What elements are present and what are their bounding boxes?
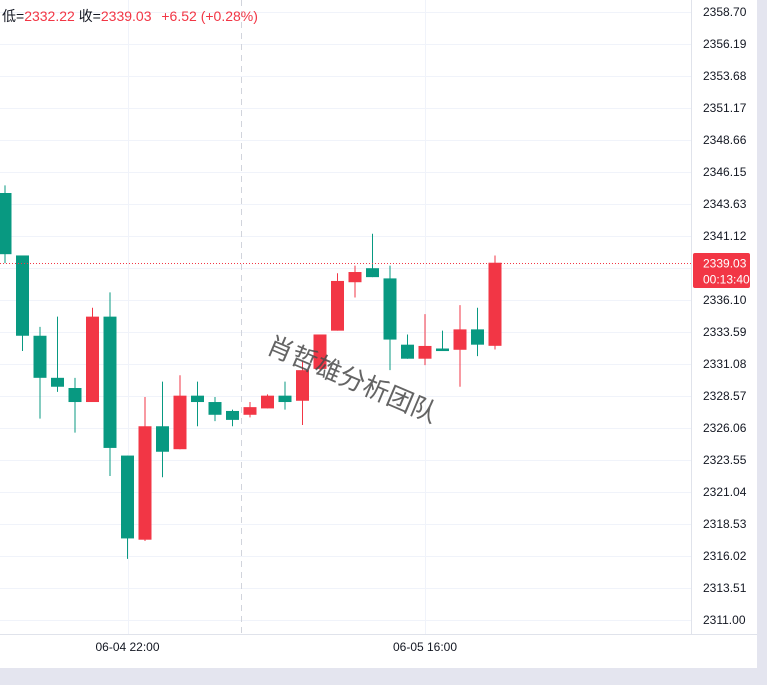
last-price-tag-background xyxy=(693,253,750,288)
candle-body xyxy=(313,334,327,369)
price-axis-tick-label: 2353.68 xyxy=(703,69,747,83)
change-value: +6.52 (+0.28%) xyxy=(161,8,258,24)
candle[interactable] xyxy=(68,377,82,433)
candle[interactable] xyxy=(418,314,432,366)
price-axis-tick-label: 2311.00 xyxy=(703,613,746,627)
candle[interactable] xyxy=(51,316,64,392)
price-axis-tick-label: 2346.15 xyxy=(703,165,747,179)
candle-body xyxy=(453,329,467,350)
candle-body xyxy=(383,278,397,340)
price-axis-tick-label: 2316.02 xyxy=(703,549,747,563)
candle[interactable] xyxy=(0,185,12,264)
candlestick-chart[interactable]: 肖哲雄分析团队 2358.70 2356.19 2353.68 2351.17 2348… xyxy=(0,0,757,668)
price-axis-tick-label: 2351.17 xyxy=(703,101,747,115)
candle-body xyxy=(401,344,414,359)
low-value: 2332.22 xyxy=(24,8,75,24)
candle-body xyxy=(86,316,99,403)
watermark-text: 肖哲雄分析团队 xyxy=(262,331,441,430)
time-axis[interactable]: 06-04 22:00 06-05 16:00 xyxy=(0,634,757,655)
price-axis-tick-label: 2336.10 xyxy=(703,293,747,307)
price-axis-tick-label: 2323.55 xyxy=(703,453,747,467)
candle[interactable] xyxy=(331,273,344,331)
price-axis-tick-label: 2348.66 xyxy=(703,133,747,147)
candle[interactable] xyxy=(261,394,274,409)
time-axis-tick-label: 06-05 16:00 xyxy=(393,640,457,654)
candle[interactable] xyxy=(156,381,169,478)
price-axis-tick-label: 2333.59 xyxy=(703,325,747,339)
candle[interactable] xyxy=(488,255,502,350)
low-label: 低= xyxy=(2,8,25,24)
candle-body xyxy=(0,192,12,255)
candle-body xyxy=(138,426,152,540)
candle[interactable] xyxy=(278,381,292,410)
candle-body xyxy=(156,426,169,452)
last-price-value: 2339.03 xyxy=(703,257,747,271)
close-value: 2339.03 xyxy=(100,8,152,24)
candle[interactable] xyxy=(16,255,29,352)
candle[interactable] xyxy=(86,307,99,403)
candle[interactable] xyxy=(33,326,47,419)
candle[interactable] xyxy=(173,375,187,450)
candle-body xyxy=(436,348,449,352)
candle-body xyxy=(278,395,292,403)
candle[interactable] xyxy=(121,455,134,559)
price-axis-tick-label: 2341.12 xyxy=(703,229,747,243)
price-axis-tick-label: 2331.08 xyxy=(703,357,747,371)
candle[interactable] xyxy=(226,409,239,427)
price-axis-tick-label: 2313.51 xyxy=(703,581,747,595)
candle-body xyxy=(418,345,432,359)
candle-body xyxy=(488,262,502,346)
candle[interactable] xyxy=(366,233,379,278)
close-label: 收= xyxy=(78,8,101,24)
candle[interactable] xyxy=(383,265,397,371)
time-axis-tick-label: 06-04 22:00 xyxy=(95,640,159,654)
candle[interactable] xyxy=(401,334,414,359)
price-axis-tick-label: 2356.19 xyxy=(703,37,747,51)
candle-body xyxy=(261,395,274,409)
candle[interactable] xyxy=(471,307,484,357)
chart-area[interactable]: 肖哲雄分析团队 2358.70 2356.19 2353.68 2351.17 2348… xyxy=(0,0,757,668)
candle[interactable] xyxy=(296,361,309,425)
candle-body xyxy=(121,455,134,539)
candle[interactable] xyxy=(436,330,449,352)
candle-body xyxy=(51,377,64,387)
candle[interactable] xyxy=(348,265,362,298)
candle-body xyxy=(16,255,29,336)
ohlc-legend: 低=2332.22 收=2339.03 +6.52 (+0.28%) xyxy=(2,6,258,26)
candle-body xyxy=(348,272,362,283)
candle-body xyxy=(33,335,47,378)
price-axis-tick-label: 2358.70 xyxy=(703,5,747,19)
candle[interactable] xyxy=(243,402,257,418)
candle-body xyxy=(226,410,239,420)
candle[interactable] xyxy=(313,334,327,371)
last-price-tag: 2339.03 00:13:40 xyxy=(693,253,750,288)
price-axis-tick-label: 2321.04 xyxy=(703,485,747,499)
candle-body xyxy=(173,395,187,450)
candle-body xyxy=(296,370,309,401)
candle[interactable] xyxy=(138,396,152,541)
candle-body xyxy=(68,388,82,403)
candle-body xyxy=(331,280,344,331)
candle[interactable] xyxy=(453,305,467,387)
candle[interactable] xyxy=(103,292,117,476)
candle[interactable] xyxy=(208,396,222,422)
price-axis-tick-label: 2343.63 xyxy=(703,197,747,211)
candle-body xyxy=(471,329,484,345)
bar-countdown: 00:13:40 xyxy=(703,273,750,287)
candles[interactable] xyxy=(0,185,502,559)
price-axis-tick-label: 2326.06 xyxy=(703,421,747,435)
candle-body xyxy=(103,316,117,448)
price-axis[interactable]: 2358.70 2356.19 2353.68 2351.17 2348.66 2346.… xyxy=(691,0,747,634)
candle-body xyxy=(208,402,222,415)
candle[interactable] xyxy=(191,381,204,427)
price-axis-tick-label: 2318.53 xyxy=(703,517,747,531)
candle-body xyxy=(366,268,379,278)
price-axis-tick-label: 2328.57 xyxy=(703,389,747,403)
candle-body xyxy=(243,407,257,415)
candle-body xyxy=(191,395,204,403)
